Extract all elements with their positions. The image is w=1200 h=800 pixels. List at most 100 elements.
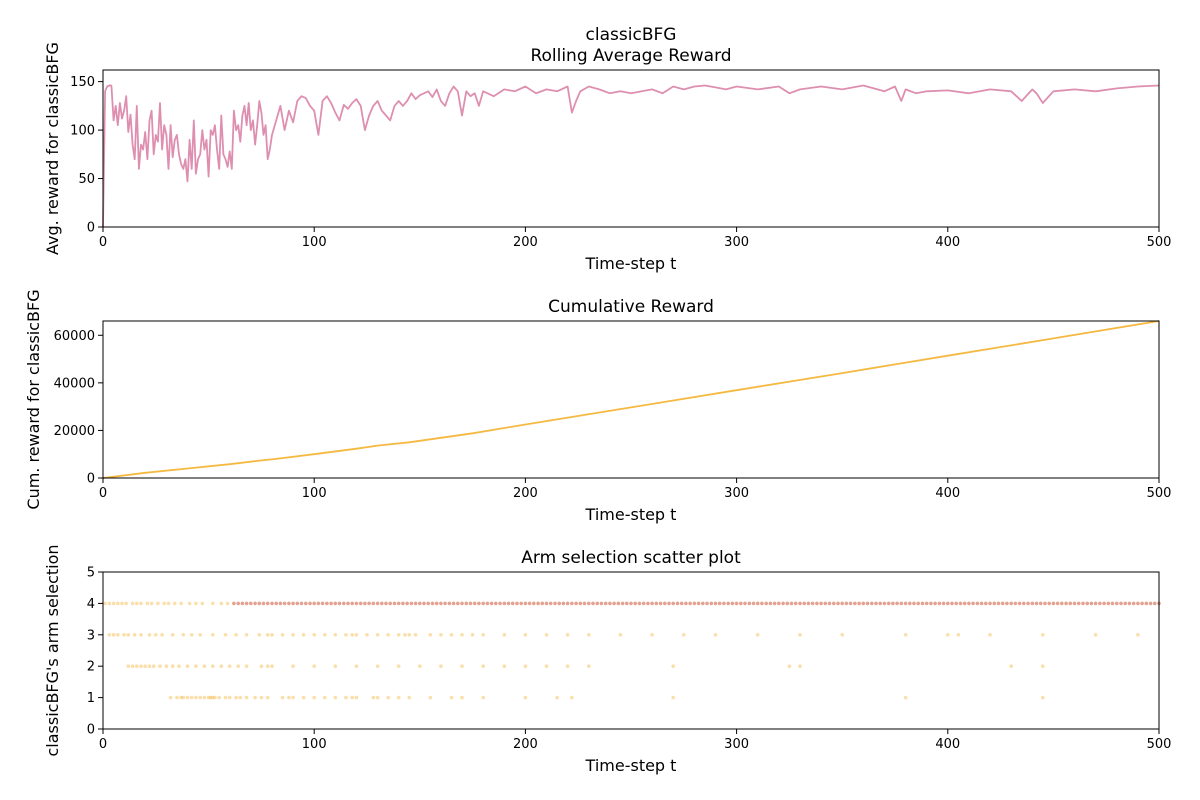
scatter-point — [194, 695, 198, 700]
scatter-point — [705, 601, 709, 606]
scatter-point — [460, 664, 464, 668]
scatter-point — [175, 695, 179, 700]
scatter-point — [1043, 601, 1047, 606]
x-tick-label: 500 — [1147, 486, 1172, 501]
scatter-point — [713, 633, 718, 637]
scatter-point — [587, 601, 591, 606]
scatter-point — [363, 601, 367, 606]
scatter-point — [954, 601, 958, 606]
scatter-point — [682, 633, 686, 637]
scatter-point — [337, 601, 342, 606]
scatter-point — [409, 601, 414, 606]
scatter-point — [439, 633, 443, 637]
scatter-point — [426, 601, 431, 606]
scatter-point — [1085, 601, 1089, 606]
scatter-point — [405, 601, 409, 606]
scatter-point — [308, 601, 312, 606]
scatter-point — [1098, 601, 1102, 606]
scatter-point — [236, 601, 240, 606]
scatter-point — [717, 601, 722, 606]
scatter-point — [287, 601, 291, 606]
scatter-point — [130, 601, 135, 606]
scatter-point — [865, 601, 870, 606]
scatter-point — [755, 601, 760, 606]
scatter-point — [354, 695, 359, 700]
scatter-point — [1041, 633, 1045, 637]
scatter-point — [946, 601, 950, 606]
scatter-point — [1153, 601, 1157, 606]
y-axis-label: classicBFG's arm selection — [43, 544, 62, 756]
scatter-point — [570, 601, 574, 606]
scatter-point — [675, 601, 680, 606]
scatter-point — [413, 633, 418, 637]
x-axis-label: Time-step t — [585, 756, 677, 775]
scatter-point — [367, 601, 371, 606]
x-tick-label: 200 — [513, 235, 538, 250]
scatter-point — [194, 601, 198, 606]
scatter-point — [616, 601, 621, 606]
subplot-3: Arm selection scatter plot 0 100 200 300 400 5… — [43, 544, 1171, 775]
scatter-point — [853, 601, 857, 606]
scatter-point — [557, 601, 561, 606]
scatter-point — [449, 695, 454, 700]
scatter-point — [713, 601, 718, 606]
scatter-point — [396, 601, 401, 606]
scatter-point — [265, 601, 270, 606]
scatter-point — [403, 633, 407, 637]
scatter-point — [396, 664, 401, 668]
scatter-point — [227, 664, 232, 668]
scatter-point — [198, 695, 202, 700]
x-tick-label: 200 — [513, 737, 538, 752]
scatter-point — [430, 601, 435, 606]
subplot-1: Rolling Average Reward 0 100 200 300 400 500 0 5… — [43, 42, 1171, 273]
scatter-point — [234, 633, 238, 637]
scatter-point — [692, 601, 697, 606]
scatter-point — [555, 695, 559, 700]
plot-frame — [102, 571, 1160, 730]
scatter-point — [418, 601, 422, 606]
plot-frame — [102, 69, 1160, 228]
scatter-point — [798, 633, 802, 637]
scatter-point — [844, 601, 849, 606]
scatter-point — [992, 601, 997, 606]
scatter-point — [722, 601, 726, 606]
scatter-point — [895, 601, 899, 606]
scatter-point — [189, 695, 194, 700]
figure-title: classicBFG — [586, 25, 677, 45]
scatter-point — [903, 633, 908, 637]
scatter-point — [1013, 601, 1018, 606]
scatter-point — [798, 664, 802, 668]
scatter-point — [570, 695, 574, 700]
scatter-point — [903, 695, 908, 700]
scatter-point — [755, 633, 760, 637]
scatter-point — [743, 601, 747, 606]
scatter-point — [1081, 601, 1085, 606]
scatter-point — [177, 664, 181, 668]
scatter-point — [312, 601, 317, 606]
scatter-point — [802, 601, 806, 606]
scatter-point — [988, 633, 992, 637]
scatter-point — [244, 601, 249, 606]
scatter-point — [587, 664, 591, 668]
scatter-point — [149, 601, 154, 606]
scatter-point — [325, 601, 329, 606]
scatter-point — [1123, 601, 1127, 606]
y-tick-label: 0 — [87, 221, 95, 236]
scatter-point — [709, 601, 714, 606]
scatter-point — [139, 664, 143, 668]
scatter-point — [443, 601, 447, 606]
scatter-point — [208, 695, 213, 700]
scatter-point — [730, 601, 735, 606]
scatter-point — [354, 601, 359, 606]
scatter-point — [646, 601, 650, 606]
scatter-point — [468, 601, 473, 606]
scatter-point — [154, 633, 158, 637]
scatter-point — [460, 601, 464, 606]
scatter-point — [143, 664, 147, 668]
scatter-point — [257, 601, 262, 606]
subplot-2: Cumulative Reward 0 100 200 300 400 500 0 20000 4… — [24, 289, 1171, 524]
scatter-point — [629, 601, 633, 606]
y-tick-label: 5 — [87, 566, 95, 581]
scatter-point — [460, 633, 464, 637]
